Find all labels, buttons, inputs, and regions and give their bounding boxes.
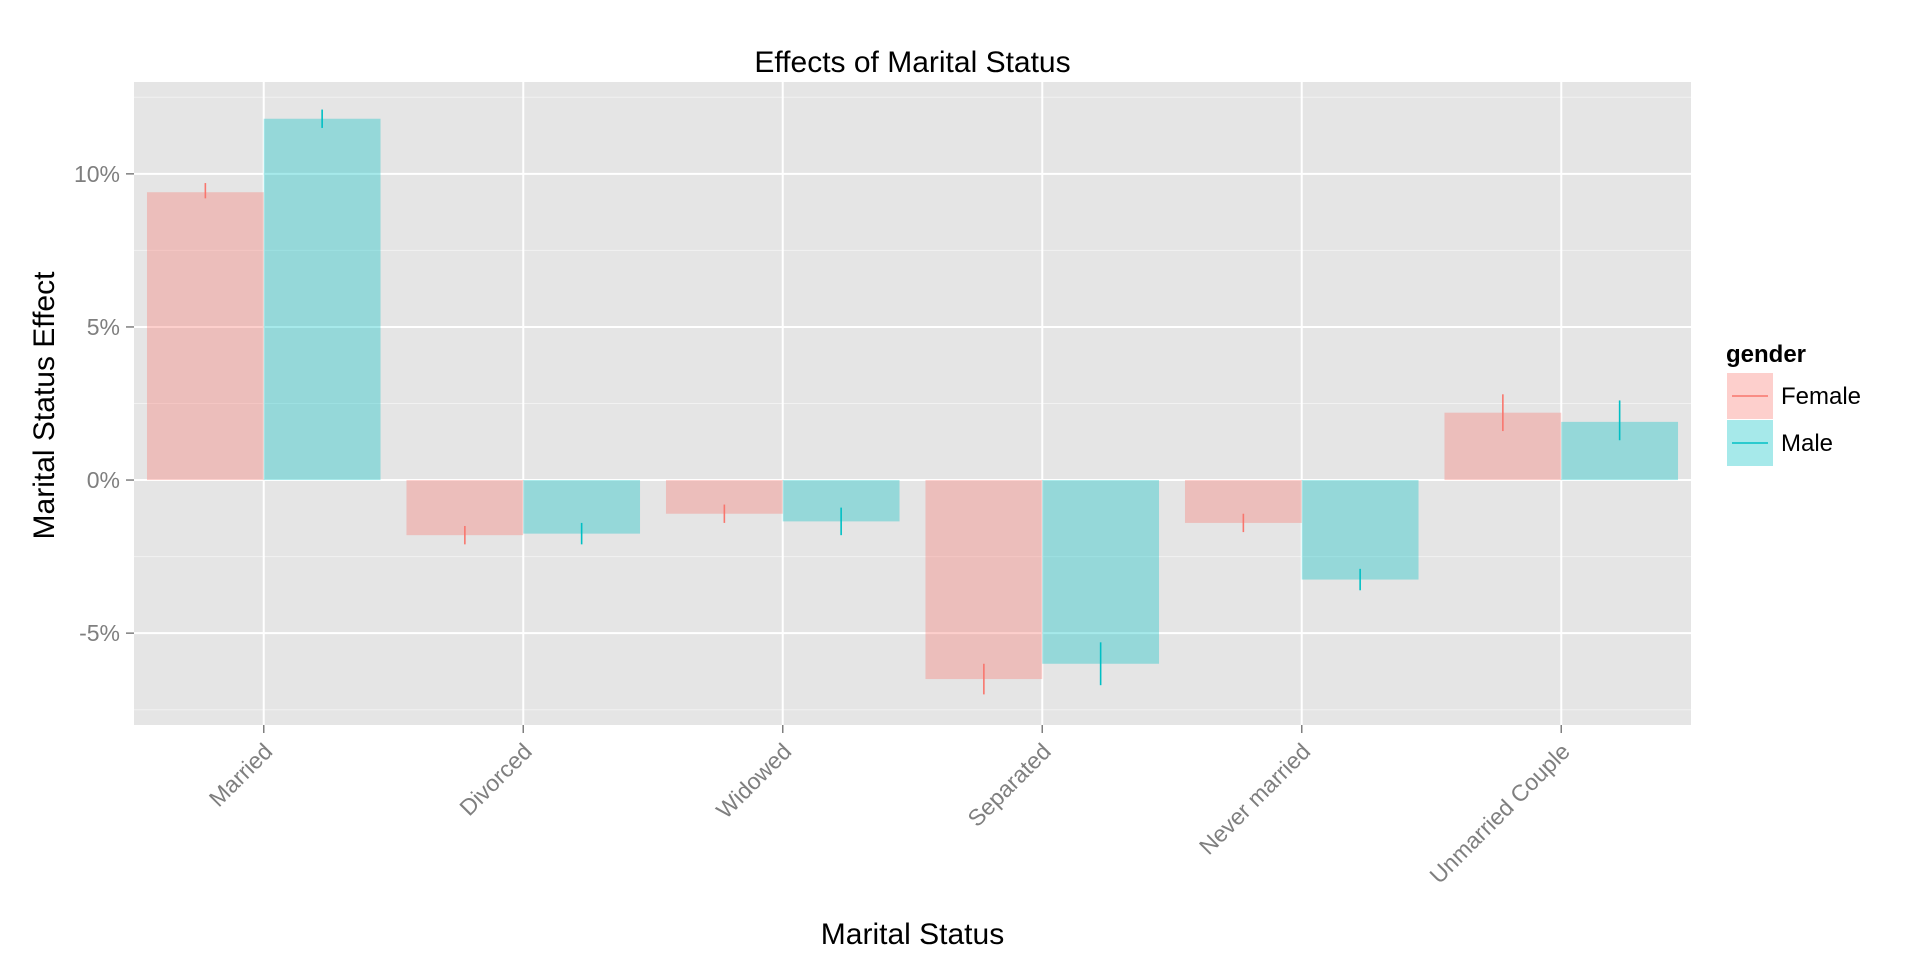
bar-female-separated [925, 480, 1043, 680]
bar-male-separated [1042, 480, 1160, 664]
x-tick-label: Widowed [711, 738, 796, 823]
legend-title: gender [1726, 341, 1806, 368]
grid-lines [134, 82, 1691, 725]
bar-male-married [263, 118, 381, 481]
bars [146, 118, 1679, 680]
error-bars [204, 109, 1621, 695]
y-tick-label: 0% [87, 467, 120, 493]
x-tick-label: Divorced [454, 738, 537, 821]
chart-title: Effects of Marital Status [754, 46, 1070, 79]
y-tick-label: 5% [87, 314, 120, 340]
x-tick-label: Separated [962, 738, 1055, 831]
legend-label-female: Female [1781, 383, 1861, 410]
y-tick-label: -5% [79, 620, 120, 646]
bar-female-married [146, 192, 264, 481]
legend-label-male: Male [1781, 430, 1833, 457]
bar-male-never-married [1301, 480, 1419, 580]
x-tick-label: Married [204, 738, 278, 812]
legend: gender Female Male [1726, 341, 1861, 466]
x-tick-label: Unmarried Couple [1424, 738, 1574, 888]
x-axis-title: Marital Status [821, 918, 1004, 951]
y-axis-title: Marital Status Effect [28, 271, 61, 540]
y-tick-label: 10% [74, 161, 120, 187]
x-tick-label: Never married [1194, 738, 1315, 859]
bar-female-divorced [406, 480, 524, 536]
